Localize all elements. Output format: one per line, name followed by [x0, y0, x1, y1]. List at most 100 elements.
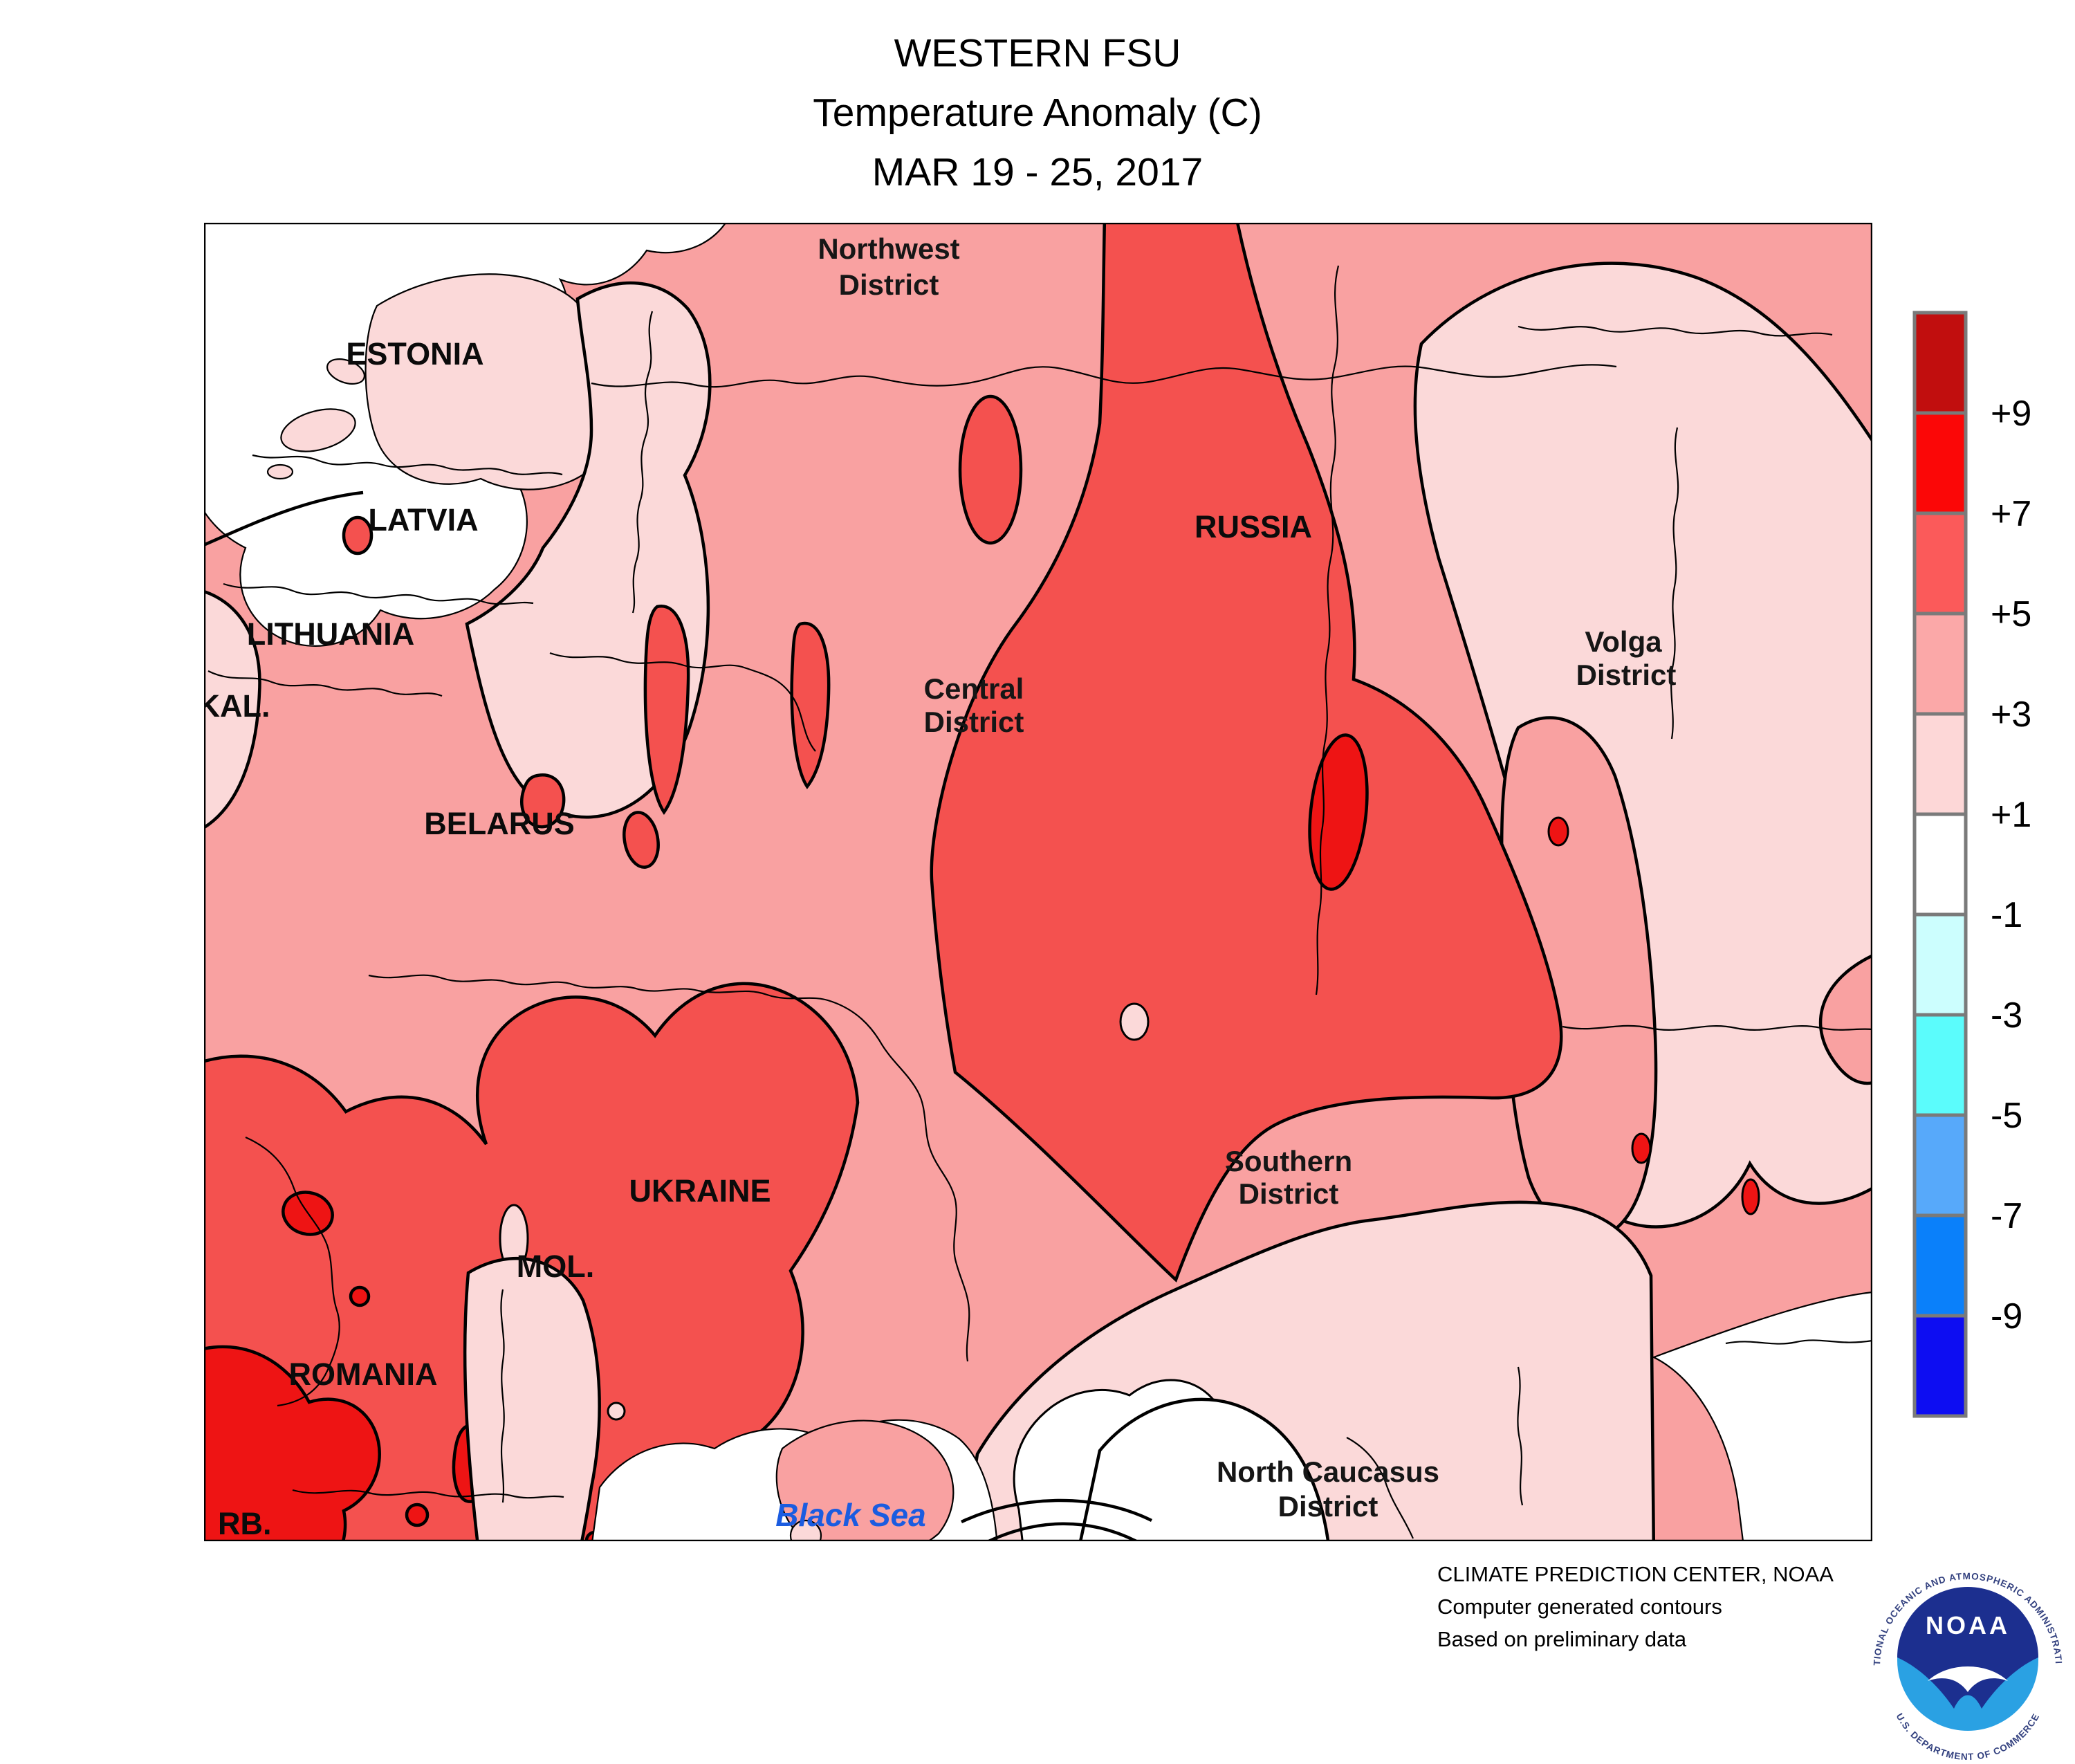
- border-volga-east: [1562, 1025, 1873, 1031]
- label-kaliningrad: KAL.: [204, 688, 270, 724]
- anomaly-map: Northwest District ESTONIA LATVIA LITHUA…: [195, 214, 1881, 1561]
- label-ncaucasus-district: North Caucasus: [1217, 1455, 1439, 1488]
- label-volga-district: Volga: [1585, 625, 1662, 658]
- border-romania-bulgaria: [292, 1489, 564, 1499]
- contour-pale-kaliningrad: [195, 587, 261, 834]
- legend-cell-m3to-m5: [1912, 1013, 1968, 1117]
- border-belarus-russia: [549, 652, 816, 752]
- color-scale-legend: +9 +7 +5 +3 +1 -1 -3 -5 -7 -9: [1909, 310, 2075, 1462]
- contour-hot-dot-volga3: [1741, 1178, 1760, 1215]
- legend-svg: +9 +7 +5 +3 +1 -1 -3 -5 -7 -9: [1912, 311, 2031, 1418]
- label-central-district2: District: [924, 706, 1024, 738]
- legend-label: +9: [1991, 394, 2031, 434]
- title-line-variable: Temperature Anomaly (C): [813, 91, 1262, 135]
- legend-cell-neutral: [1912, 812, 1968, 917]
- contour-red-oval-north: [958, 394, 1023, 545]
- label-black-sea: Black Sea: [775, 1497, 925, 1533]
- legend-cell-7to9: [1912, 411, 1968, 515]
- label-belarus: BELARUS: [424, 806, 575, 841]
- crimea-peninsula: [775, 1420, 954, 1561]
- contour-hot-dot2: [405, 1503, 430, 1527]
- label-central-district: Central: [924, 672, 1024, 705]
- border-caucasus2: [1517, 1366, 1524, 1506]
- border-kazakh: [1725, 1339, 1873, 1345]
- volga-pink-overlays: [1500, 716, 1881, 1237]
- crimea-group: [775, 1420, 954, 1561]
- legend-label: -7: [1991, 1196, 2022, 1236]
- legend-label: -3: [1991, 995, 2022, 1036]
- contour-red-sliver-b: [790, 621, 831, 789]
- estonia-island-small: [326, 358, 365, 385]
- legend-cell-m7to-m9: [1912, 1213, 1968, 1318]
- chart-title-block: WESTERN FSU Temperature Anomaly (C) MAR …: [0, 24, 2075, 202]
- noaa-logo: NATIONAL OCEANIC AND ATMOSPHERIC ADMINIS…: [1864, 1556, 2072, 1764]
- logo-seabird-icon: [1928, 1666, 2008, 1692]
- label-estonia: ESTONIA: [346, 336, 483, 371]
- estonia-island: [280, 408, 356, 452]
- contour-riga: [196, 490, 364, 550]
- border-ukraine-russia: [697, 989, 970, 1362]
- label-lithuania: LITHUANIA: [247, 616, 414, 652]
- contour-hot-serbia-corner: [195, 1345, 381, 1560]
- legend-label: +5: [1991, 594, 2031, 634]
- legend-label: -1: [1991, 895, 2022, 935]
- border-russia-internal: [1315, 265, 1340, 995]
- label-romania: ROMANIA: [289, 1357, 438, 1392]
- contour-red-dot-latvia: [342, 515, 374, 555]
- legend-label: +3: [1991, 695, 2031, 735]
- contour-red-blob-belarus2: [622, 811, 660, 869]
- label-volga-district2: District: [1576, 659, 1677, 691]
- legend-cell-5to7: [1912, 511, 1968, 616]
- legend-label: -5: [1991, 1096, 2022, 1136]
- contour-red-sliver-a: [643, 605, 690, 815]
- border-moldova: [500, 1289, 505, 1503]
- estonia-islet: [266, 463, 294, 480]
- border-volga-north: [1518, 325, 1833, 337]
- noaa-logo-svg: NATIONAL OCEANIC AND ATMOSPHERIC ADMINIS…: [1866, 1559, 2069, 1762]
- contour-hot-dot-volga1: [1547, 816, 1569, 847]
- pale-eye-russia: [1119, 1002, 1150, 1041]
- contour-hot-dot1: [349, 1285, 371, 1307]
- contour-pink-tongue: [1818, 950, 1881, 1085]
- label-moldova: MOL.: [517, 1249, 594, 1284]
- pale-overlays-group: [463, 1002, 1150, 1560]
- legend-cell-1to3: [1912, 712, 1968, 816]
- contour-arc-azov1: [961, 1498, 1153, 1524]
- contour-hot-dot-volga2: [1631, 1132, 1652, 1164]
- estonia-pale-group: [266, 273, 614, 490]
- contour-red-russia-central: [930, 214, 1563, 1283]
- border-nw-district: [591, 364, 1617, 388]
- legend-cell-m5to-m7: [1912, 1113, 1968, 1218]
- attribution-source: CLIMATE PREDICTION CENTER, NOAA: [1437, 1562, 1834, 1586]
- estonia-mainland: [365, 273, 614, 490]
- label-southern-district: Southern: [1225, 1145, 1352, 1177]
- label-northwest-district: Northwest: [818, 232, 959, 265]
- contour-red-blob-belarus1: [520, 773, 566, 829]
- title-line-daterange: MAR 19 - 25, 2017: [872, 150, 1204, 194]
- attribution-block: CLIMATE PREDICTION CENTER, NOAA Computer…: [1437, 1558, 1834, 1655]
- logo-acronym: NOAA: [1926, 1611, 2010, 1639]
- label-serbia: RB.: [218, 1506, 272, 1541]
- label-southern-district2: District: [1239, 1177, 1339, 1210]
- legend-cell-gt9: [1912, 311, 1968, 415]
- map-labels: Northwest District ESTONIA LATVIA LITHUA…: [198, 232, 1677, 1541]
- volga-pale-group: [1413, 261, 1881, 1229]
- border-volga-internal: [1670, 427, 1679, 739]
- map-border: [203, 222, 1873, 1542]
- label-ukraine: UKRAINE: [629, 1173, 771, 1209]
- ncaucasus-white-strip: [1075, 1397, 1332, 1560]
- country-borders: [208, 265, 1873, 1539]
- border-estonia-latvia: [252, 454, 563, 476]
- border-estonia-russia: [631, 311, 654, 614]
- contour-hot-core-russia: [1308, 733, 1369, 891]
- legend-cells: [1912, 311, 1968, 1418]
- legend-cell-m1to-m3: [1912, 912, 1968, 1017]
- attribution-method: Computer generated contours: [1437, 1595, 1722, 1619]
- legend-label: -9: [1991, 1296, 2022, 1336]
- contour-arc-azov2: [985, 1522, 1138, 1545]
- label-russia: RUSSIA: [1195, 509, 1312, 544]
- legend-label: +1: [1991, 795, 2031, 835]
- contour-pale-volga: [1413, 261, 1881, 1229]
- map-svg: Northwest District ESTONIA LATVIA LITHUA…: [195, 214, 1881, 1561]
